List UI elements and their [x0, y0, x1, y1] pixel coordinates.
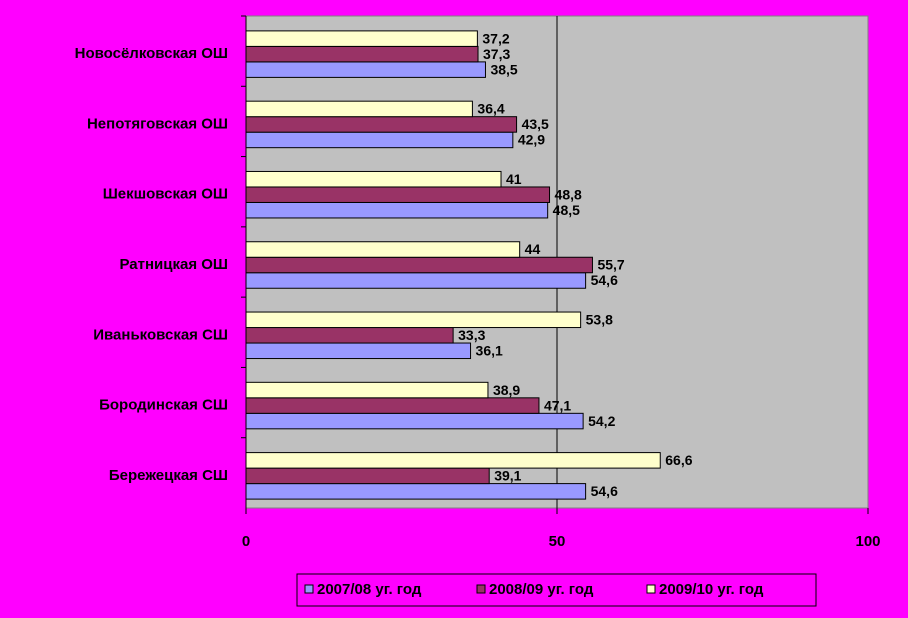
bar — [245, 201, 549, 219]
bar — [245, 452, 661, 469]
bar — [245, 342, 472, 360]
bar — [245, 483, 587, 500]
legend-swatch — [304, 584, 314, 594]
bar — [245, 311, 582, 329]
data-label: 36,1 — [476, 342, 503, 358]
legend-label: 2009/10 уг. год — [659, 581, 764, 598]
legend-label: 2008/09 уг. год — [489, 581, 594, 598]
bar — [245, 467, 490, 485]
bar — [245, 186, 551, 203]
data-label: 37,3 — [483, 46, 510, 62]
y-tick-label: Иваньковская СШ — [93, 326, 228, 343]
data-label: 47,1 — [544, 397, 571, 413]
x-tick-label: 100 — [855, 533, 880, 550]
y-tick-label: Бережецкая СШ — [109, 467, 228, 484]
data-label: 54,2 — [588, 413, 615, 429]
data-label: 41 — [506, 171, 522, 187]
data-label: 38,9 — [493, 382, 520, 398]
data-label: 53,8 — [586, 311, 613, 327]
data-label: 42,9 — [518, 132, 545, 148]
bar — [245, 61, 486, 78]
data-label: 48,5 — [553, 202, 580, 218]
data-label: 48,8 — [555, 186, 582, 202]
bar — [245, 327, 454, 344]
legend-box — [296, 573, 817, 607]
bar — [245, 131, 514, 149]
bar — [245, 256, 593, 274]
data-label: 38,5 — [490, 61, 517, 77]
data-label: 54,6 — [591, 272, 618, 288]
bar — [245, 116, 518, 133]
bar — [245, 241, 521, 258]
bar — [245, 170, 502, 188]
data-label: 44 — [525, 241, 541, 257]
data-label: 33,3 — [458, 327, 485, 343]
legend-swatch — [476, 584, 486, 594]
data-label: 55,7 — [597, 257, 624, 273]
legend-label: 2007/08 уг. год — [317, 581, 422, 598]
bar — [245, 100, 473, 118]
y-tick-label: Бородинская СШ — [99, 397, 228, 414]
data-label: 37,2 — [482, 30, 509, 46]
y-tick-label: Ратницкая ОШ — [119, 256, 228, 273]
bar — [245, 30, 478, 47]
x-tick-label: 0 — [242, 533, 250, 550]
data-label: 36,4 — [477, 101, 504, 117]
bar — [245, 45, 479, 63]
bar — [245, 397, 540, 414]
legend-swatch — [646, 584, 656, 594]
data-label: 43,5 — [522, 116, 549, 132]
bar — [245, 272, 587, 289]
data-label: 39,1 — [494, 468, 521, 484]
data-label: 54,6 — [591, 483, 618, 499]
y-tick-label: Непотяговская ОШ — [87, 115, 228, 132]
bar — [245, 412, 584, 430]
y-tick-label: Шекшовская ОШ — [103, 186, 228, 203]
bar — [245, 381, 489, 399]
x-tick-label: 50 — [549, 533, 566, 550]
data-label: 66,6 — [665, 452, 692, 468]
y-tick-label: Новосёлковская ОШ — [75, 45, 228, 62]
